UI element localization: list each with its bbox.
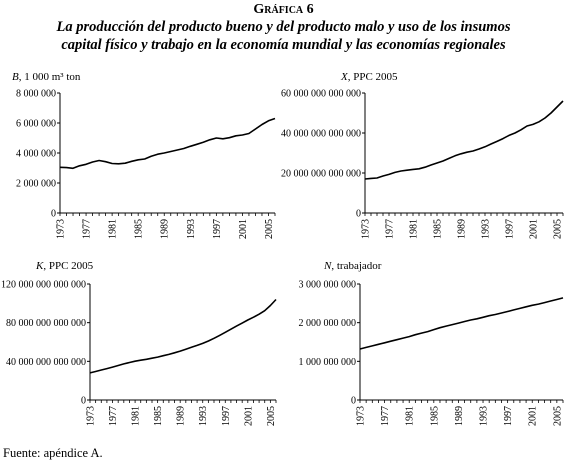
series-line-x	[364, 100, 564, 180]
figure-title-line-1: La producción del producto bueno y del p…	[56, 19, 511, 35]
x-tick-label: 1977	[380, 406, 391, 426]
y-tick-label: 3 000 000 000	[299, 280, 357, 291]
x-tick-label: 1985	[429, 406, 440, 426]
y-tick-label: 20 000 000 000 000	[281, 169, 361, 180]
y-tick-label: 0	[81, 396, 86, 407]
chart-panel-k: K, PPC 2005 0 40 000 000 000 000 80 000 000…	[1, 260, 277, 426]
series-line-b	[59, 117, 276, 170]
chart-label-unit: , 1 000 m³ ton	[19, 71, 81, 83]
x-tick-label: 1997	[505, 219, 516, 239]
x-tick-label: 1981	[108, 219, 119, 239]
series-line-n	[359, 297, 564, 350]
y-tick-label: 8 000 000	[16, 89, 56, 100]
x-tick-label: 2005	[264, 219, 275, 239]
x-tick-label: 1993	[481, 219, 492, 239]
x-tick-label: 1977	[385, 219, 396, 239]
x-tick-label: 2005	[266, 406, 277, 426]
chart-label-variable: N	[323, 260, 332, 272]
y-tick-label: 40 000 000 000 000	[281, 129, 361, 140]
chart-panel-n: N, trabajador 0 1 000 000 000 2 000 000 000…	[299, 260, 564, 426]
x-tick-label: 1985	[153, 406, 164, 426]
x-tick-label: 2005	[552, 406, 563, 426]
x-tick-label: 1973	[86, 406, 97, 426]
y-tick-label: 2 000 000	[16, 179, 56, 190]
x-tick-label: 1985	[433, 219, 444, 239]
x-tick-label: 1977	[82, 219, 93, 239]
chart-label-variable: X	[340, 71, 349, 83]
x-tick-label: 1977	[108, 406, 119, 426]
y-tick-label: 2 000 000 000	[299, 318, 357, 329]
chart-label: X, PPC 2005	[340, 71, 398, 83]
y-tick-label: 80 000 000 000 000	[6, 318, 86, 329]
chart-label-unit: , PPC 2005	[43, 260, 93, 272]
x-tick-label: 1989	[457, 219, 468, 239]
x-tick-label: 1973	[361, 219, 372, 239]
y-tick-label: 4 000 000	[16, 149, 56, 160]
chart-label: K, PPC 2005	[35, 260, 94, 272]
x-tick-label: 2001	[243, 406, 254, 426]
x-tick-label: 1973	[356, 406, 367, 426]
chart-label-variable: K	[35, 260, 44, 272]
x-tick-label: 1985	[134, 219, 145, 239]
y-tick-label: 6 000 000	[16, 119, 56, 130]
figure-label: Gráfica 6	[253, 2, 314, 17]
y-tick-label: 120 000 000 000 000	[1, 280, 86, 291]
figure-header: Gráfica 6 La producción del producto bue…	[0, 2, 567, 54]
y-tick-label: 0	[356, 209, 361, 220]
x-tick-label: 2001	[528, 406, 539, 426]
x-tick-label: 1989	[176, 406, 187, 426]
x-tick-label: 1989	[160, 219, 171, 239]
chart-label: N, trabajador	[323, 260, 382, 272]
y-tick-label: 1 000 000 000	[299, 357, 357, 368]
x-tick-label: 1981	[131, 406, 142, 426]
chart-label-unit: , trabajador	[331, 260, 381, 272]
chart-panel-x: X, PPC 2005 0 20 000 000 000 000 40 000 000…	[281, 71, 564, 239]
x-tick-label: 2001	[529, 219, 540, 239]
x-tick-label: 1997	[221, 406, 232, 426]
y-tick-label: 40 000 000 000 000	[6, 357, 86, 368]
y-tick-label: 0	[351, 396, 356, 407]
x-tick-label: 1973	[56, 219, 67, 239]
x-tick-label: 1989	[454, 406, 465, 426]
x-tick-label: 1993	[186, 219, 197, 239]
series-line-k	[89, 298, 277, 374]
source-note: Fuente: apéndice A.	[3, 446, 103, 460]
chart-label: B, 1 000 m³ ton	[12, 71, 81, 83]
y-tick-label: 0	[51, 209, 56, 220]
chart-panel-b: B, 1 000 m³ ton 0 2 000 000 4 000 000 6 000 …	[12, 71, 276, 239]
x-tick-label: 2005	[553, 219, 564, 239]
x-tick-label: 1993	[198, 406, 209, 426]
figure-title-line-2: capital físico y trabajo en la economía …	[61, 37, 506, 53]
x-tick-label: 1997	[212, 219, 223, 239]
x-tick-label: 1997	[503, 406, 514, 426]
y-tick-label: 60 000 000 000 000	[281, 89, 361, 100]
x-tick-label: 2001	[238, 219, 249, 239]
x-tick-label: 1981	[409, 219, 420, 239]
chart-label-variable: B	[12, 71, 19, 83]
x-tick-label: 1981	[405, 406, 416, 426]
chart-label-unit: , PPC 2005	[348, 71, 398, 83]
x-tick-label: 1993	[479, 406, 490, 426]
